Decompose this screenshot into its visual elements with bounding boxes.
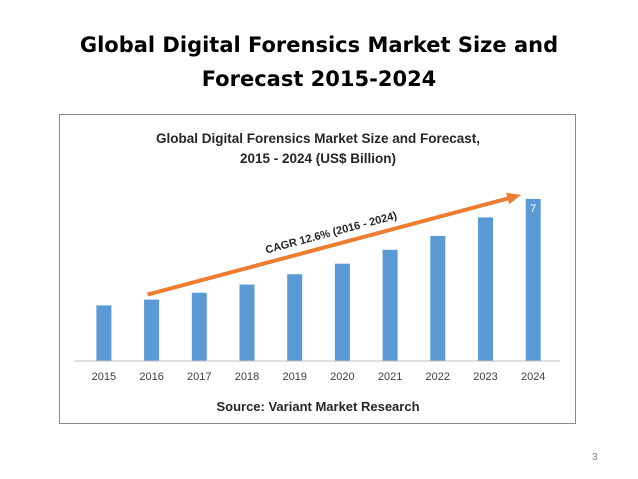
bar-2016 [144,299,160,361]
bar-2018 [239,284,255,361]
bar-chart: Global Digital Forensics Market Size and… [74,131,560,414]
x-tick-2019: 2019 [282,371,306,383]
bar-2017 [191,292,207,361]
slide-title-line-2: Forecast 2015-2024 [201,67,437,91]
data-label-2024: 7 [530,203,536,215]
slide-title: Global Digital Forensics Market Size and… [0,28,638,96]
bar-2023 [478,217,493,361]
chart-title-line-1: Global Digital Forensics Market Size and… [156,131,480,146]
chart-title-line-2: 2015 - 2024 (US$ Billion) [240,151,396,166]
cagr-arrow-shaft [147,196,511,297]
x-tick-2018: 2018 [235,371,259,383]
x-tick-2022: 2022 [426,371,450,383]
cagr-arrow [147,192,522,297]
x-tick-2015: 2015 [92,371,116,383]
x-tick-2021: 2021 [378,371,402,383]
chart-source: Source: Variant Market Research [216,399,419,414]
bar-2021 [382,249,398,361]
x-tick-2024: 2024 [521,371,545,383]
page-number: 3 [592,452,598,463]
chart-frame: Global Digital Forensics Market Size and… [59,114,576,424]
bar-2024 [525,198,541,361]
bar-2015 [96,305,112,361]
x-tick-2020: 2020 [330,371,354,383]
bar-2019 [287,274,303,361]
bar-2022 [430,235,446,361]
bars-group: 7 [96,198,541,361]
x-tick-2017: 2017 [187,371,211,383]
x-tick-2016: 2016 [139,371,163,383]
x-tick-2023: 2023 [473,371,497,383]
cagr-arrow-head [506,192,522,205]
slide-title-line-1: Global Digital Forensics Market Size and [79,33,559,57]
x-tick-labels: 2015 2016 2017 2018 2019 2020 2021 2022 2023 2024 [92,371,546,383]
bar-2020 [334,263,350,361]
